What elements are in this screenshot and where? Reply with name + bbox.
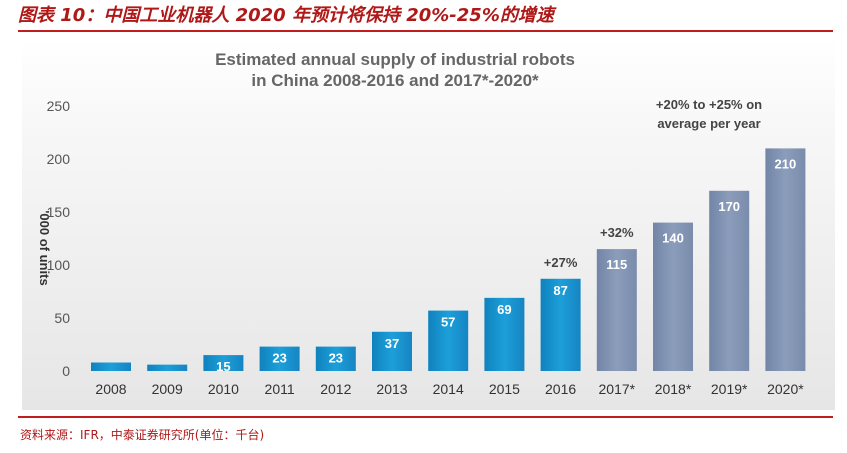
chart-title-line-2: in China 2008-2016 and 2017*-2020*	[251, 71, 539, 90]
actual-bar	[147, 364, 188, 371]
y-axis-label: '000 of units	[37, 210, 52, 285]
bar-value-label: 37	[385, 336, 399, 351]
forecast-bar	[709, 190, 750, 371]
bars	[91, 148, 806, 371]
x-tick-label: 2017*	[599, 381, 636, 397]
growth-label: +27%	[544, 255, 578, 270]
forecast-bar	[596, 249, 637, 371]
y-tick-label: 100	[47, 257, 71, 273]
y-tick-label: 150	[47, 204, 71, 220]
source-note: 资料来源：IFR，中泰证券研究所(单位：千台)	[20, 428, 265, 442]
chart-title-line-1: Estimated annual supply of industrial ro…	[215, 50, 575, 69]
x-tick-label: 2019*	[711, 381, 748, 397]
forecast-bar	[765, 148, 806, 371]
growth-label: +32%	[600, 225, 634, 240]
actual-bar	[428, 310, 469, 371]
x-tick-label: 2011	[265, 381, 295, 397]
growth-annotations: +27% +32%	[544, 225, 634, 270]
actual-bar	[91, 362, 131, 371]
forecast-bar	[653, 222, 693, 371]
y-tick-label: 250	[47, 98, 71, 114]
actual-bar	[315, 346, 356, 371]
forecast-note-line-2: average per year	[657, 116, 760, 131]
y-axis: 0 50 100 150 200 250	[47, 98, 71, 379]
actual-bar	[372, 331, 412, 371]
x-tick-label: 2015	[489, 381, 520, 397]
title-divider	[18, 30, 833, 32]
x-tick-label: 2008	[95, 381, 126, 397]
x-tick-label: 2009	[152, 381, 183, 397]
bar-value-label: 69	[497, 302, 511, 317]
x-tick-label: 2020*	[767, 381, 804, 397]
bar-value-label: 87	[553, 283, 567, 298]
footer-divider	[18, 416, 833, 418]
x-tick-label: 2018*	[655, 381, 692, 397]
y-tick-label: 200	[47, 151, 71, 167]
actual-bar	[484, 297, 525, 371]
bar-value-label: 23	[272, 351, 286, 366]
x-tick-label: 2012	[320, 381, 351, 397]
x-tick-label: 2016	[545, 381, 576, 397]
actual-bar	[540, 278, 581, 371]
value-labels: 15 23 23 37 57 69 87 115 140 170 210	[216, 156, 796, 374]
bar-value-label: 210	[775, 156, 797, 171]
figure-title: 图表 10：中国工业机器人 2020 年预计将保持 20%-25%的增速	[18, 5, 554, 26]
bar-value-label: 170	[718, 199, 740, 214]
y-tick-label: 0	[62, 363, 70, 379]
actual-bar	[259, 346, 300, 371]
bar-value-label: 15	[216, 359, 230, 374]
forecast-note-line-1: +20% to +25% on	[656, 97, 762, 112]
y-tick-label: 50	[54, 310, 70, 326]
bar-value-label: 115	[606, 257, 627, 272]
actual-bar	[203, 355, 244, 371]
bar-value-label: 23	[329, 351, 343, 366]
x-axis: 2008 2009 2010 2011 2012 2013 2014 2015 2016 2017…	[95, 381, 804, 397]
x-tick-label: 2010	[208, 381, 239, 397]
bar-value-label: 57	[441, 315, 455, 330]
bar-value-label: 140	[662, 231, 684, 246]
x-tick-label: 2014	[433, 381, 464, 397]
x-tick-label: 2013	[376, 381, 407, 397]
